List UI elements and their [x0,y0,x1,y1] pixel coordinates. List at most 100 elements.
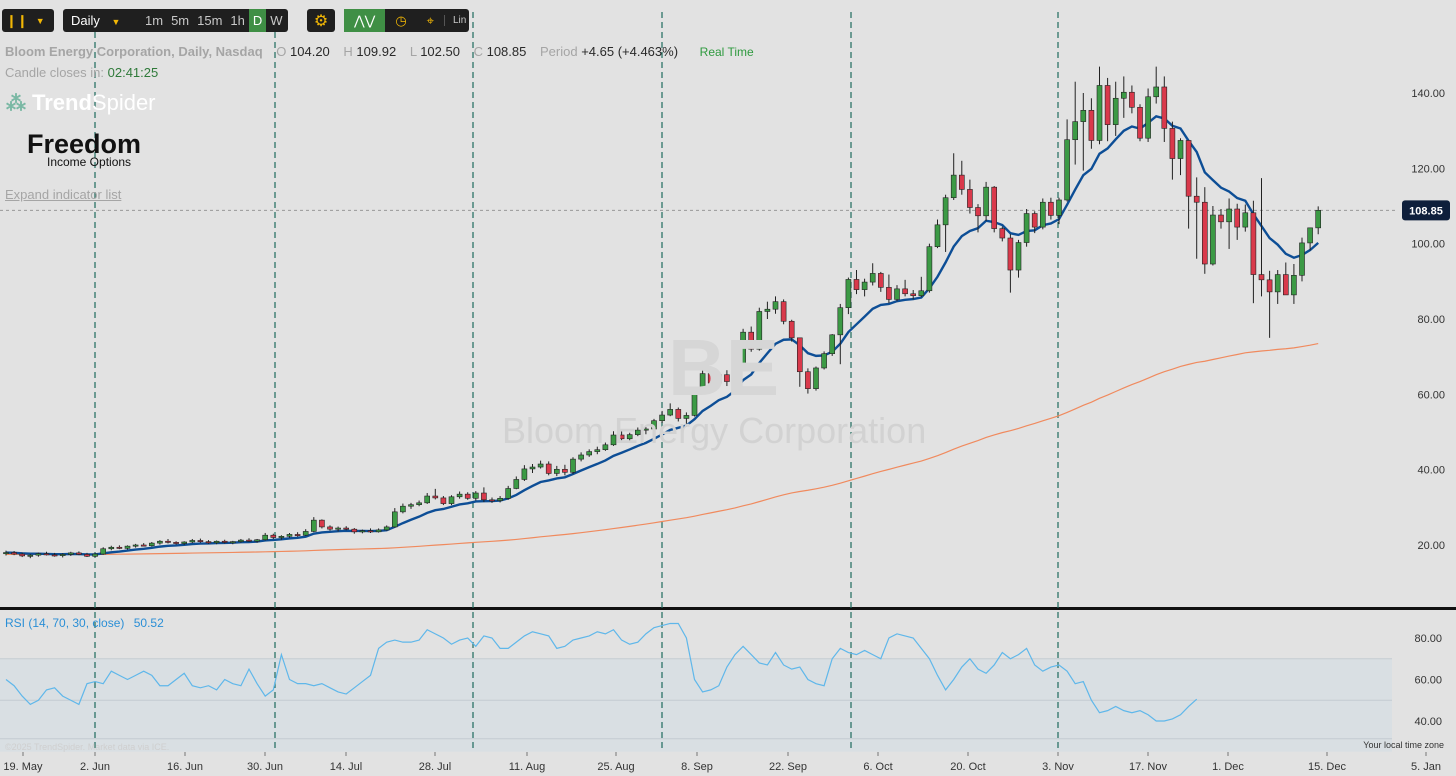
candle-body [1161,86,1168,129]
candle-body [327,526,333,530]
candle-body [570,458,576,473]
scale-button[interactable]: Lin [444,15,474,26]
interval-1m-button[interactable]: 1m [145,13,164,28]
candle-body [1121,91,1127,99]
candle-body [772,301,779,310]
candle-body [537,463,544,468]
candle-body [975,207,981,217]
candle-body [699,373,706,391]
candle-body [383,526,390,531]
candle-body [11,552,17,555]
candle-body [43,553,50,556]
candle-body [553,468,560,474]
candle-body [910,293,917,296]
candle-body [416,502,422,505]
candle-body [788,320,795,339]
freedom-logo: Freedom Income Options [27,130,141,169]
pane-separator [0,607,1456,610]
interval-15m-button[interactable]: 15m [197,13,223,28]
time-axis-label: 8. Sep [681,761,713,773]
time-axis-label: 30. Jun [247,761,283,773]
candle-body [562,468,568,473]
candle-body [967,189,973,208]
expand-indicator-link[interactable]: Expand indicator list [5,187,122,202]
candle-body [149,542,155,547]
candle-body [1088,110,1095,141]
candle-body [659,414,665,421]
interval-1h-button[interactable]: 1h [230,13,245,28]
time-axis-label: 17. Nov [1129,761,1167,773]
candle-body [926,246,933,292]
chart-type-button[interactable]: ❙❙ ▼ [2,9,54,32]
candle-body [464,493,471,499]
clock-icon: ◷ [395,12,407,28]
candle-body [715,374,722,384]
candle-body [780,301,787,322]
watermark-name: Bloom Energy Corporation [502,410,927,451]
candle-body [19,553,26,557]
candle-body [181,541,187,544]
candle-body [740,331,746,364]
gear-icon: ⚙ [313,12,329,30]
scale-label: Lin [453,15,467,26]
time-axis-label: 16. Jun [167,761,203,773]
time-axis-label: 25. Aug [597,761,634,773]
candle-body [230,541,236,544]
timeframe-dropdown[interactable]: Daily ▼ [63,13,141,28]
interval-5m-button[interactable]: 5m [171,13,190,28]
freedom-subtitle: Income Options [47,155,132,169]
time-axis-label: 19. May [3,761,43,773]
candle-body [829,334,836,354]
tools-toolbar: ⋀⋁ ◷ ⌖ Lin [344,9,469,32]
candle-body [51,554,58,557]
high-label: H [343,44,353,59]
candle-body [1096,85,1103,141]
candle-body [1250,212,1257,275]
pattern-tool-button[interactable]: ⋀⋁ [344,9,386,32]
low-label: L [409,44,417,59]
candle-body [513,479,520,489]
time-axis-label: 14. Jul [330,761,362,773]
candle-body [1226,208,1232,223]
candle-body [1056,199,1062,216]
last-price-label: 108.85 [1409,205,1443,217]
candle-body [1242,212,1249,228]
interval-w-button[interactable]: W [270,13,283,28]
crosshair-icon: ⌖ [426,12,434,28]
candle-body [756,311,763,350]
candle-body [1274,274,1281,293]
candle-body [472,492,479,499]
low-value: 102.50 [420,44,460,59]
candle-body [586,451,593,456]
candle-body [359,530,366,533]
interval-d-button[interactable]: D [248,9,267,32]
time-axis-label: 28. Jul [419,761,451,773]
settings-button[interactable]: ⚙ [307,9,335,32]
candle-body [894,288,900,300]
candle-body [934,224,941,247]
high-value: 109.92 [356,44,397,59]
timezone-label[interactable]: Your local time zone [1363,740,1444,750]
clock-button[interactable]: ◷ [385,13,416,29]
candle-body [950,174,957,199]
candle-body [1299,242,1305,276]
candle-body [489,499,495,502]
candle-body [197,540,204,542]
candle-body [1234,208,1240,228]
candle-body [626,434,633,440]
candle-body [456,493,463,498]
crosshair-button[interactable]: ⌖ [417,13,444,29]
candle-body [578,454,584,460]
candle-body [1023,213,1030,243]
candle-body [1315,210,1321,229]
rsi-axis-label: 80.00 [1414,633,1442,645]
candle-body [837,307,844,336]
candle-body [1129,91,1135,108]
time-axis-label: 20. Oct [950,761,985,773]
candle-body [545,463,552,474]
candle-body [335,527,341,530]
candle-body [1307,227,1313,244]
candle-body [367,530,374,533]
rsi-legend: RSI (14, 70, 30, close) 50.52 [5,616,164,630]
